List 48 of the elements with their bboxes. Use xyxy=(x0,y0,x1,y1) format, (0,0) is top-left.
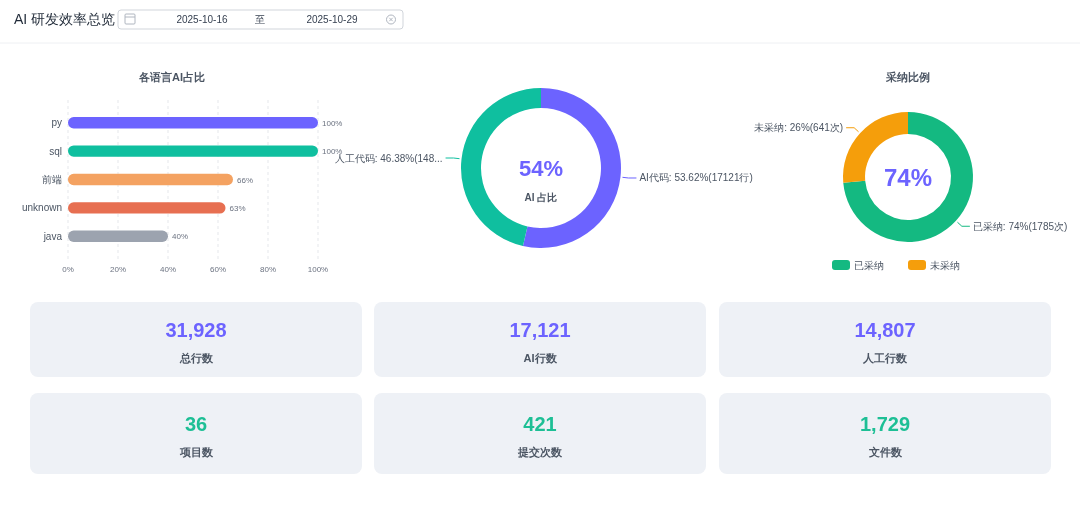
legend-label: 已采纳 xyxy=(854,259,884,271)
x-tick-label: 100% xyxy=(307,265,329,274)
text: 14,807 xyxy=(854,318,916,341)
category-label: AI行数 xyxy=(523,351,558,364)
donut-slice xyxy=(522,88,621,248)
bar xyxy=(68,145,318,157)
category-label: 文件数 xyxy=(867,445,903,458)
y-tick-label: sql xyxy=(49,145,62,157)
y-tick-label: unknown xyxy=(21,202,62,214)
category-label: 人工行数 xyxy=(862,351,908,365)
x-tick-label: 40% xyxy=(159,265,177,274)
data-label: 40% xyxy=(172,232,189,242)
text: 31,928 xyxy=(165,318,227,341)
text: 2025-10-16 xyxy=(176,14,229,25)
text: 36 xyxy=(184,412,208,435)
data-label: 未采纳: 26%(641次) xyxy=(754,122,844,134)
category-label: 总行数 xyxy=(178,351,214,364)
data-label: AI代码: 53.62%(17121行) xyxy=(639,172,753,184)
text: AI 占比 xyxy=(524,192,558,203)
text: 421 xyxy=(523,412,557,435)
text: 17,121 xyxy=(509,318,571,341)
bar xyxy=(68,202,226,214)
bar xyxy=(68,230,168,242)
text: 74% xyxy=(883,164,933,191)
chart-title: 各语言AI占比 xyxy=(138,71,205,83)
y-tick-label: py xyxy=(51,117,62,129)
text: 1,729 xyxy=(859,412,911,435)
data-label: 66% xyxy=(237,175,254,185)
x-tick-label: 0% xyxy=(62,265,74,274)
legend-label: 未采纳 xyxy=(930,259,960,271)
donut-slice xyxy=(843,112,973,242)
x-tick-label: 60% xyxy=(209,265,227,274)
data-label: 已采纳: 74%(1785次) xyxy=(972,220,1068,232)
y-tick-label: 前端 xyxy=(42,174,62,185)
bar xyxy=(68,173,233,186)
category-label: 提交次数 xyxy=(517,445,563,458)
text: AI 研发效率总览 xyxy=(14,11,116,27)
bar xyxy=(68,117,318,129)
data-label: 63% xyxy=(229,203,246,213)
chart-title: 采纳比例 xyxy=(885,71,930,83)
x-tick-label: 20% xyxy=(109,265,127,274)
text: 54% xyxy=(518,156,564,181)
data-label: 100% xyxy=(322,118,343,128)
x-tick-label: 80% xyxy=(259,265,277,274)
y-tick-label: java xyxy=(42,230,63,242)
text: 至 xyxy=(255,14,265,25)
text: 2025-10-29 xyxy=(306,14,359,25)
category-label: 项目数 xyxy=(178,445,214,458)
